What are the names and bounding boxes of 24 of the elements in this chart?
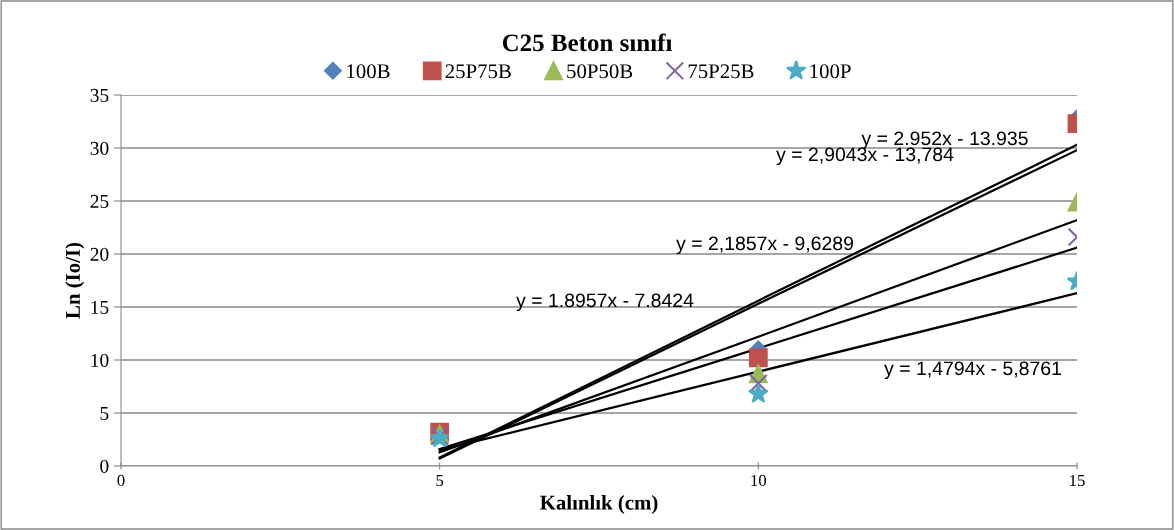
legend-label: 25P75B — [445, 64, 511, 79]
legend-label: 50P50B — [567, 64, 633, 79]
x-tick-label: 15 — [1070, 474, 1085, 487]
legend-label: 75P25B — [688, 64, 754, 79]
y-tick-label: 30 — [90, 141, 109, 155]
y-tick-label: 15 — [91, 300, 109, 314]
x-tick-label: 0 — [117, 474, 125, 487]
y-tick-label: 35 — [90, 88, 109, 102]
annotation: y = 1.8957x - 7.8424 — [516, 293, 694, 312]
y-tick-label: 10 — [91, 353, 109, 367]
x-axis-title: Kalınlık (cm) — [540, 495, 658, 514]
y-tick-label: 0 — [100, 459, 109, 473]
legend-label: 100B — [347, 64, 390, 79]
legend-label: 100P — [810, 64, 851, 79]
x-tick-label: 5 — [436, 474, 444, 487]
y-tick-label: 5 — [100, 407, 109, 420]
y-axis-title: Ln (Io/I) — [65, 242, 85, 319]
y-tick-label: 20 — [90, 247, 109, 261]
annotation: y = 2,9043x - 13,784 — [776, 147, 954, 166]
chart-title: C25 Beton sınıfı — [502, 33, 673, 52]
x-tick-label: 10 — [751, 474, 767, 487]
y-tick-label: 25 — [90, 194, 109, 208]
annotation: y = 2,1857x - 9,6289 — [676, 236, 853, 255]
annotation: y = 1,4794x - 5,8761 — [884, 361, 1061, 380]
